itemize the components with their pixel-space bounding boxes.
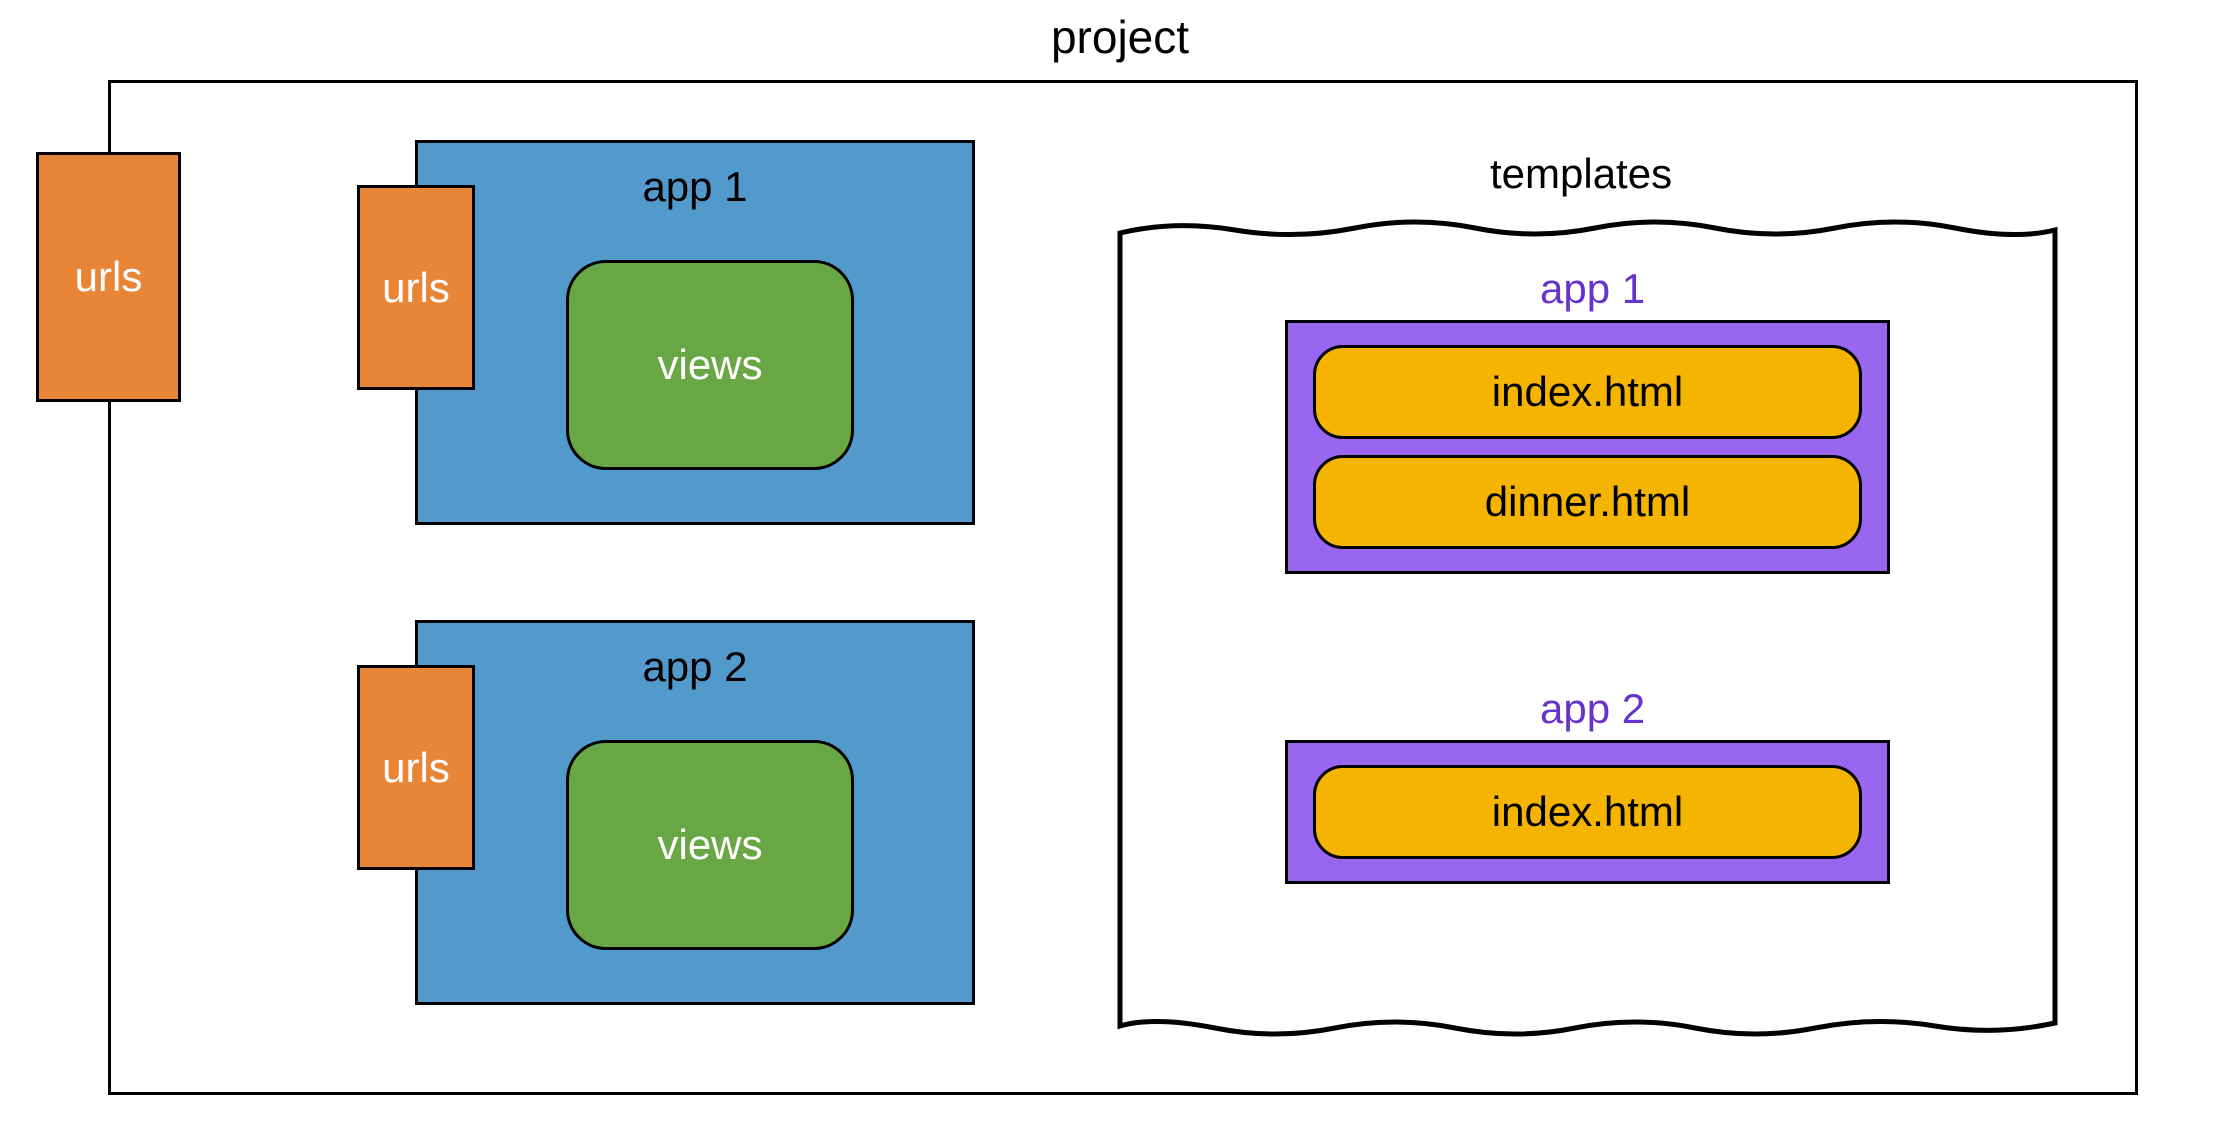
- templates-app2-title: app 2: [1540, 685, 1645, 733]
- templates-app1-file-0: index.html: [1313, 345, 1862, 439]
- project-urls-label: urls: [75, 253, 143, 301]
- app1-urls-label: urls: [382, 264, 450, 312]
- app2-urls-box: urls: [357, 665, 475, 870]
- templates-app2-box: index.html: [1285, 740, 1890, 884]
- templates-app1-file-0-label: index.html: [1492, 368, 1683, 416]
- project-urls-box: urls: [36, 152, 181, 402]
- templates-app2-file-0-label: index.html: [1492, 788, 1683, 836]
- templates-app1-box: index.html dinner.html: [1285, 320, 1890, 574]
- app1-views-box: views: [566, 260, 854, 470]
- templates-app1-file-1: dinner.html: [1313, 455, 1862, 549]
- project-title: project: [1051, 10, 1189, 64]
- app2-views-label: views: [657, 821, 762, 869]
- app1-views-label: views: [657, 341, 762, 389]
- templates-app2-file-0: index.html: [1313, 765, 1862, 859]
- diagram-canvas: project urls app 1 views urls app 2 view…: [0, 0, 2238, 1124]
- templates-app1-title: app 1: [1540, 265, 1645, 313]
- templates-app1-file-1-label: dinner.html: [1485, 478, 1690, 526]
- templates-title: templates: [1490, 150, 1672, 198]
- app1-title: app 1: [642, 163, 747, 211]
- app2-urls-label: urls: [382, 744, 450, 792]
- app1-urls-box: urls: [357, 185, 475, 390]
- app2-title: app 2: [642, 643, 747, 691]
- app2-views-box: views: [566, 740, 854, 950]
